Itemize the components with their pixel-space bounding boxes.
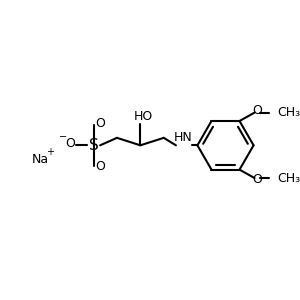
Text: HN: HN <box>174 131 193 144</box>
Text: Na: Na <box>32 153 49 166</box>
Text: O: O <box>65 137 75 150</box>
Text: O: O <box>252 173 262 186</box>
Text: +: + <box>46 147 54 157</box>
Text: O: O <box>252 104 262 117</box>
Text: CH₃: CH₃ <box>277 172 300 184</box>
Text: S: S <box>89 138 98 153</box>
Text: −: − <box>58 132 67 142</box>
Text: O: O <box>95 160 105 173</box>
Text: O: O <box>95 117 105 130</box>
Text: CH₃: CH₃ <box>277 106 300 119</box>
Text: HO: HO <box>134 110 153 123</box>
